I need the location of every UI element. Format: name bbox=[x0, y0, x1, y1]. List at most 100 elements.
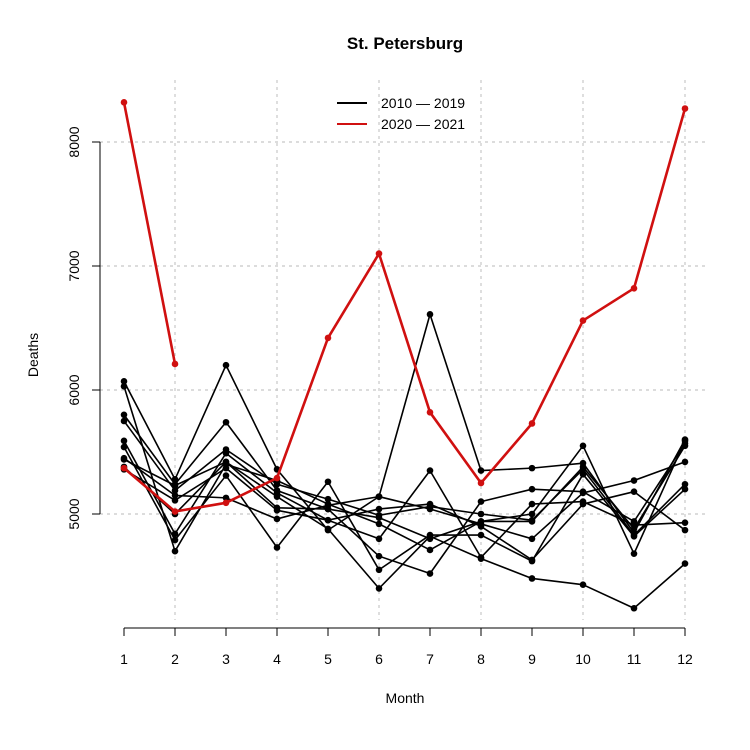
data-point bbox=[681, 458, 689, 466]
grid bbox=[100, 80, 706, 620]
data-point bbox=[120, 456, 128, 463]
data-point bbox=[681, 105, 689, 112]
data-point bbox=[477, 523, 485, 530]
data-point bbox=[528, 556, 536, 564]
series-line bbox=[123, 467, 686, 561]
data-point bbox=[375, 552, 383, 560]
data-point bbox=[120, 417, 128, 425]
data-point bbox=[375, 585, 383, 592]
data-point bbox=[528, 420, 536, 427]
x-tick-label: 1 bbox=[120, 651, 128, 667]
series-line bbox=[123, 108, 687, 513]
data-point bbox=[477, 467, 485, 474]
data-point bbox=[579, 471, 587, 478]
data-point bbox=[375, 520, 383, 528]
series-line bbox=[123, 420, 686, 536]
series-group bbox=[120, 99, 689, 612]
y-axis-label: Deaths bbox=[25, 333, 41, 377]
legend-label: 2010 — 2019 bbox=[381, 95, 465, 111]
legend-item: 2010 — 2019 bbox=[337, 95, 465, 111]
data-point bbox=[222, 494, 230, 502]
data-point bbox=[171, 482, 179, 489]
data-point bbox=[528, 464, 536, 472]
data-point bbox=[681, 442, 689, 450]
data-point bbox=[375, 566, 383, 574]
data-point bbox=[681, 485, 689, 493]
data-point bbox=[579, 489, 587, 497]
x-tick-label: 6 bbox=[375, 651, 383, 667]
data-point bbox=[222, 499, 230, 507]
data-point bbox=[375, 505, 383, 513]
x-tick-label: 12 bbox=[677, 651, 693, 667]
data-point bbox=[171, 360, 179, 368]
data-point bbox=[477, 531, 485, 539]
data-point bbox=[273, 480, 281, 488]
data-point bbox=[426, 500, 434, 508]
data-point bbox=[426, 311, 434, 318]
data-point bbox=[630, 285, 638, 292]
data-point bbox=[528, 518, 536, 525]
data-point bbox=[120, 382, 128, 390]
data-point bbox=[120, 443, 128, 451]
series-line bbox=[123, 445, 686, 540]
data-point bbox=[222, 458, 230, 466]
series-4 bbox=[120, 417, 689, 539]
data-point bbox=[222, 472, 230, 479]
data-point bbox=[273, 506, 281, 514]
x-tick-label: 5 bbox=[324, 651, 332, 667]
data-point bbox=[681, 526, 689, 534]
y-tick-label: 7000 bbox=[66, 250, 82, 281]
legend-label: 2020 — 2021 bbox=[381, 116, 465, 132]
series-11 bbox=[120, 99, 179, 368]
data-point bbox=[171, 508, 179, 515]
series-12 bbox=[120, 105, 689, 515]
data-point bbox=[324, 334, 332, 342]
series-line bbox=[123, 414, 686, 575]
data-point bbox=[528, 510, 536, 518]
x-tick-label: 10 bbox=[575, 651, 591, 667]
data-point bbox=[681, 480, 689, 488]
data-point bbox=[477, 518, 485, 525]
data-point bbox=[273, 474, 281, 482]
data-point bbox=[222, 449, 230, 457]
data-point bbox=[426, 533, 434, 540]
data-point bbox=[477, 479, 485, 487]
legend: 2010 — 2019 2020 — 2021 bbox=[337, 95, 465, 132]
x-tick-label: 11 bbox=[627, 651, 642, 667]
data-point bbox=[630, 550, 638, 557]
data-point bbox=[630, 533, 638, 540]
data-point bbox=[273, 493, 281, 500]
data-point bbox=[324, 478, 332, 486]
data-point bbox=[324, 525, 332, 533]
data-point bbox=[120, 99, 128, 106]
data-point bbox=[171, 487, 179, 494]
data-point bbox=[681, 560, 689, 567]
data-point bbox=[120, 378, 128, 385]
data-point bbox=[528, 500, 536, 508]
y-tick-label: 5000 bbox=[66, 498, 82, 529]
data-point bbox=[171, 497, 179, 504]
data-point bbox=[579, 500, 587, 508]
x-tick-label: 7 bbox=[426, 651, 434, 667]
data-point bbox=[579, 581, 587, 588]
data-point bbox=[579, 442, 587, 450]
x-tick-label: 9 bbox=[528, 651, 536, 667]
y-tick-label: 8000 bbox=[66, 126, 82, 157]
data-point bbox=[324, 516, 332, 524]
x-tick-label: 2 bbox=[171, 651, 179, 667]
data-point bbox=[375, 535, 383, 543]
series-line bbox=[123, 386, 686, 555]
x-tick-label: 8 bbox=[477, 651, 485, 667]
data-point bbox=[630, 477, 638, 484]
chart-title: St. Petersburg bbox=[347, 34, 463, 53]
data-point bbox=[273, 544, 281, 551]
data-point bbox=[579, 463, 587, 471]
data-point bbox=[120, 437, 128, 445]
x-tick-label: 4 bbox=[273, 651, 281, 667]
data-point bbox=[681, 519, 689, 526]
data-point bbox=[426, 409, 434, 416]
data-point bbox=[375, 514, 383, 522]
series-line bbox=[123, 446, 686, 571]
